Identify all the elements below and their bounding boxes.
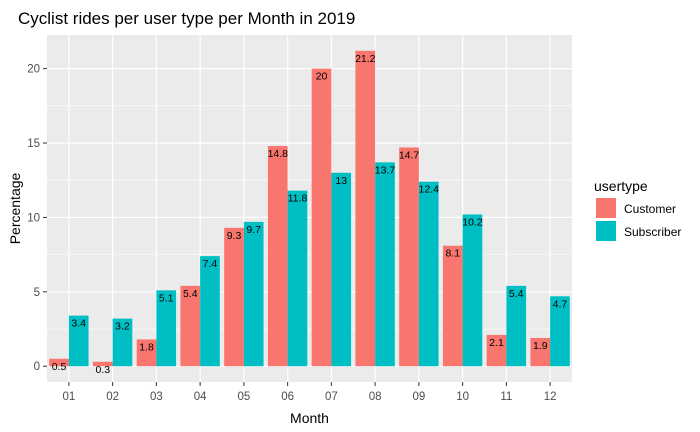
bar-subscriber-09: [418, 181, 439, 367]
data-labels: 0.5 0.3 1.8 5.4 9.3 14.8 20 21.2 14.7 8.1 2.1 1.9 3.…: [52, 53, 568, 376]
data-label: 10.2: [462, 216, 483, 228]
y-tick-label: 15: [27, 138, 40, 150]
data-label: 12.4: [419, 184, 440, 196]
y-axis: 0 5 10 15 20: [27, 64, 47, 373]
bar-customer-07: [311, 68, 332, 367]
bar-subscriber-03: [156, 290, 177, 367]
data-label: 14.8: [268, 148, 289, 160]
data-label: 13: [335, 175, 347, 187]
legend: usertype Customer Subscriber: [594, 178, 681, 241]
x-tick-label: 06: [281, 391, 294, 403]
data-label: 9.3: [227, 230, 242, 242]
data-label: 7.4: [203, 258, 218, 270]
y-tick-label: 10: [27, 212, 40, 224]
x-tick-label: 11: [500, 391, 512, 403]
x-axis: 01 02 03 04 05 06 07 08 09 10 11 12: [62, 382, 557, 403]
data-label: 0.5: [52, 361, 67, 373]
bar-subscriber-11: [506, 285, 527, 367]
bar-customer-06: [267, 146, 288, 367]
data-label: 14.7: [399, 149, 420, 161]
bar-subscriber-05: [243, 221, 264, 367]
bar-subscriber-12: [550, 296, 570, 367]
data-label: 2.1: [489, 337, 504, 349]
bar-customer-01: [49, 358, 69, 367]
plot-panel: [47, 35, 572, 382]
bar-customer-11: [486, 334, 507, 367]
data-label: 11.8: [288, 193, 308, 205]
data-label: 1.8: [139, 341, 154, 353]
data-label: 20: [316, 71, 328, 83]
data-label: 5.4: [183, 288, 198, 300]
legend-key-customer: [596, 198, 616, 218]
data-label: 0.3: [95, 364, 110, 376]
data-label: 13.7: [375, 164, 396, 176]
bar-subscriber-02: [112, 318, 133, 367]
x-tick-label: 08: [369, 391, 382, 403]
bar-subscriber-01: [68, 315, 89, 367]
data-label: 3.2: [115, 321, 130, 333]
legend-key-subscriber: [596, 221, 616, 241]
bar-subscriber-06: [287, 190, 308, 367]
y-axis-title: Percentage: [7, 172, 23, 244]
data-label: 5.4: [509, 288, 524, 300]
legend-label: Subscriber: [624, 225, 681, 239]
x-tick-label: 02: [106, 391, 119, 403]
bar-subscriber-08: [375, 162, 395, 367]
legend-label: Customer: [624, 202, 676, 216]
bar-customer-02: [92, 361, 113, 367]
x-tick-label: 07: [325, 391, 338, 403]
y-tick-label: 20: [27, 64, 40, 76]
x-tick-label: 03: [150, 391, 163, 403]
y-tick-label: 5: [34, 287, 40, 299]
x-axis-title: Month: [290, 410, 329, 426]
bar-customer-05: [224, 227, 244, 367]
data-label: 1.9: [533, 340, 548, 352]
x-tick-label: 12: [544, 391, 557, 403]
legend-title: usertype: [594, 178, 648, 194]
data-label: 9.7: [246, 224, 261, 236]
data-label: 8.1: [445, 248, 460, 260]
data-label: 21.2: [355, 53, 376, 65]
x-tick-label: 05: [237, 391, 250, 403]
bar-customer-04: [180, 285, 201, 367]
bar-customer-10: [442, 245, 463, 367]
chart-title: Cyclist rides per user type per Month in…: [18, 9, 355, 28]
data-label: 5.1: [159, 292, 174, 304]
bar-customer-09: [399, 147, 419, 367]
y-tick-label: 0: [34, 361, 40, 373]
bar-subscriber-10: [462, 214, 483, 367]
bar-customer-03: [136, 339, 157, 367]
x-tick-label: 10: [456, 391, 469, 403]
bar-customer-08: [355, 50, 376, 367]
bar-customer-12: [530, 337, 551, 367]
bar-subscriber-04: [200, 256, 220, 367]
x-tick-label: 09: [412, 391, 425, 403]
bars: [49, 50, 570, 367]
x-tick-label: 01: [62, 391, 75, 403]
data-label: 3.4: [71, 318, 86, 330]
bar-subscriber-07: [331, 172, 352, 367]
data-label: 4.7: [553, 298, 568, 310]
x-tick-label: 04: [194, 391, 207, 403]
